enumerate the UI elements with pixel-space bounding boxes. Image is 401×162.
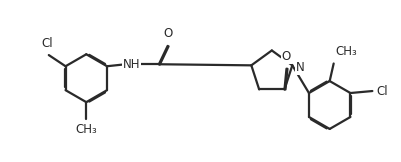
Text: O: O bbox=[281, 50, 290, 63]
Text: O: O bbox=[164, 27, 173, 40]
Text: NH: NH bbox=[123, 58, 140, 71]
Text: N: N bbox=[296, 61, 304, 74]
Text: CH₃: CH₃ bbox=[335, 45, 356, 58]
Text: CH₃: CH₃ bbox=[75, 123, 97, 136]
Text: Cl: Cl bbox=[375, 85, 387, 98]
Text: Cl: Cl bbox=[41, 37, 53, 50]
